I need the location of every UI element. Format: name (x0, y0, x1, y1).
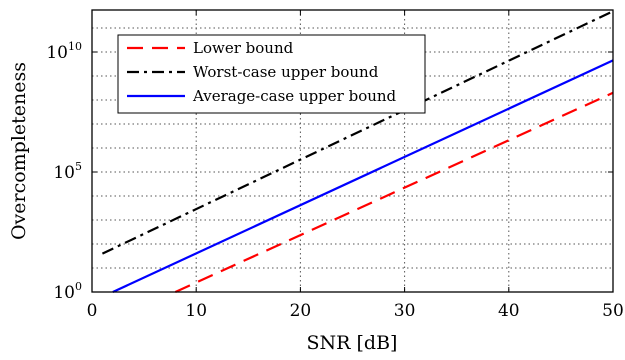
x-tick-label: 30 (394, 301, 416, 321)
x-tick-label: 50 (602, 301, 624, 321)
legend: Lower bound Worst-case upper bound Average… (117, 34, 426, 114)
x-tick-label: 0 (87, 301, 98, 321)
x-tick-label: 20 (290, 301, 312, 321)
series-line-3 (112, 59, 614, 293)
x-axis-label: SNR [dB] (307, 332, 398, 354)
series-line-1 (174, 91, 614, 294)
legend-label-1: Lower bound (193, 39, 294, 57)
plot-frame (91, 9, 614, 293)
legend-label-3: Average-case upper bound (192, 87, 397, 105)
ticks (91, 10, 614, 293)
series-line-2 (101, 10, 614, 255)
x-tick-label: 10 (185, 301, 207, 321)
y-tick-label: 100 (53, 280, 82, 303)
y-tick-label: 1010 (46, 40, 82, 63)
y-tick-labels: 100 105 1010 (46, 40, 82, 303)
y-axis-label: Overcompleteness (8, 62, 30, 240)
legend-box (117, 34, 426, 114)
y-tick-label: 105 (53, 160, 82, 183)
legend-label-2: Worst-case upper bound (193, 63, 379, 81)
x-tick-labels: 0 10 20 30 40 50 (87, 301, 624, 321)
x-tick-label: 40 (498, 301, 520, 321)
series-lines (101, 10, 614, 294)
